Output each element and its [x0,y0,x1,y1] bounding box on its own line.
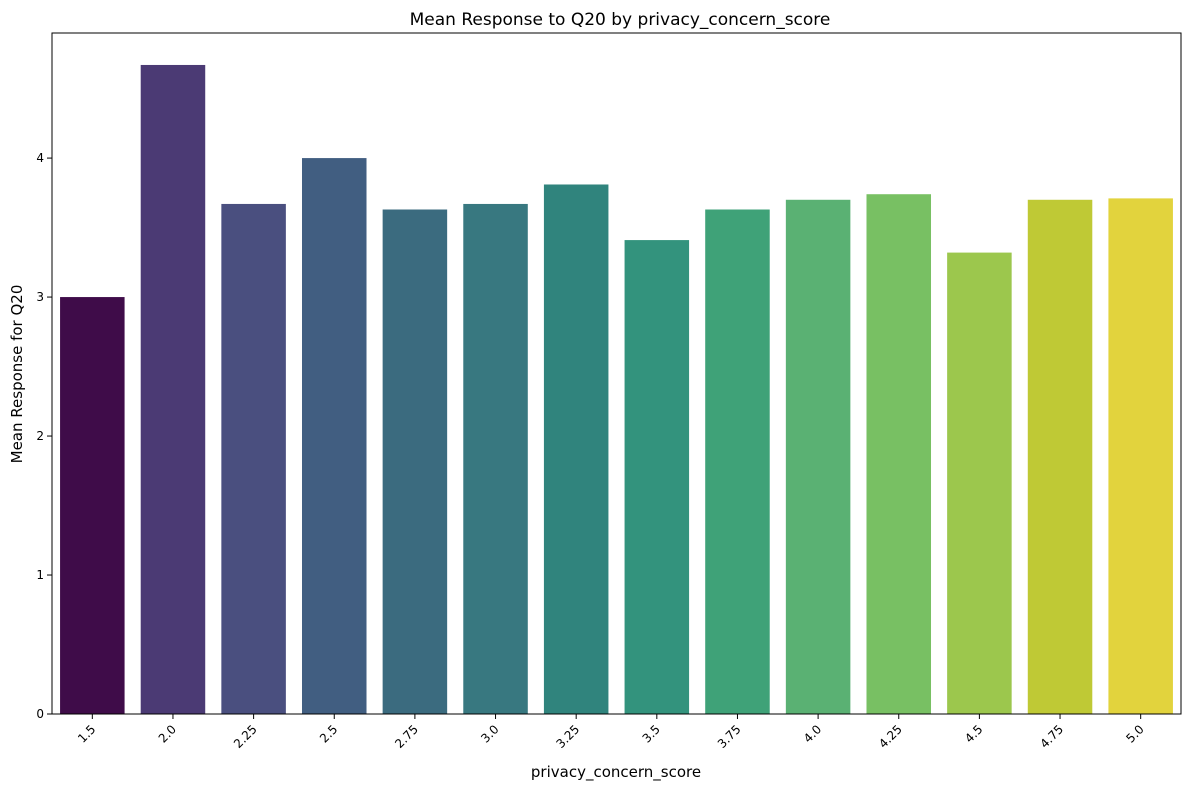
x-tick-label: 4.25 [876,722,905,751]
bar-5.0 [1108,198,1173,714]
bar-4.75 [1027,199,1093,714]
x-axis-ticks: 1.5 2.0 2.25 2.5 2.75 3.0 3.25 3.5 3.75 4.0 4.25 4.… [75,714,1147,751]
x-tick-label: 4.75 [1037,722,1066,751]
x-tick-label: 3.25 [554,722,583,751]
bars-group [60,64,1173,715]
plot-frame [51,32,1182,715]
y-axis-label: Mean Response for Q20 [8,285,26,464]
x-tick-label: 2.0 [156,722,179,745]
y-tick-label: 3 [36,290,44,304]
x-tick-label: 1.5 [75,722,98,745]
x-tick-label: 5.0 [1123,722,1146,745]
y-tick-label: 0 [36,707,44,721]
y-axis-ticks: 0 1 2 3 4 [36,151,52,721]
bar-4.5 [947,252,1012,714]
x-axis-label: privacy_concern_score [531,763,701,782]
bar-2.0 [140,64,206,714]
bar-4.25 [866,194,932,715]
chart-title: Mean Response to Q20 by privacy_concern_… [410,10,831,30]
bar-4.0 [785,199,851,714]
bar-2.5 [301,158,367,714]
x-tick-label: 2.5 [317,722,340,745]
bar-3.0 [463,203,528,715]
bar-1.5 [60,297,125,714]
x-tick-label: 3.75 [715,722,744,751]
bar-3.25 [543,184,609,714]
x-tick-label: 2.25 [231,722,260,751]
y-tick-label: 1 [36,568,44,582]
bar-3.5 [624,240,690,714]
bar-3.75 [705,209,770,714]
y-tick-label: 4 [36,151,44,165]
y-tick-label: 2 [36,429,44,443]
x-tick-label: 2.75 [392,722,421,751]
bar-2.75 [382,209,448,714]
x-tick-label: 4.5 [962,722,985,745]
bar-2.25 [221,203,286,715]
x-tick-label: 3.0 [478,722,501,745]
x-tick-label: 3.5 [640,722,663,745]
x-tick-label: 4.0 [801,722,824,745]
